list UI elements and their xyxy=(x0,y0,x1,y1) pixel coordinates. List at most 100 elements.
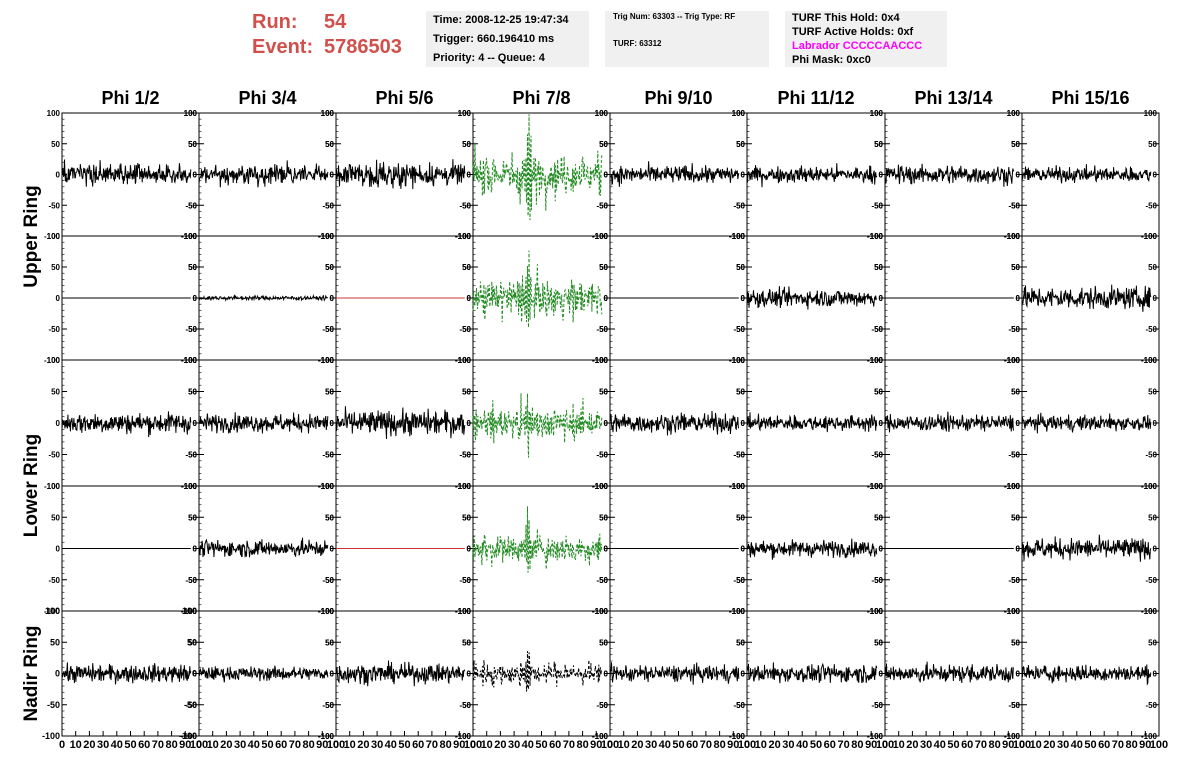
x-tick-label: 20 xyxy=(494,739,506,751)
y-tick-label: 0 xyxy=(879,545,884,554)
x-tick-label: 30 xyxy=(234,739,246,751)
ring-label: Upper Ring xyxy=(21,185,42,287)
y-tick-label: -50 xyxy=(733,576,745,585)
y-tick-label: 50 xyxy=(599,638,608,647)
x-tick-label: 100 xyxy=(327,739,345,751)
y-tick-label: -50 xyxy=(1008,325,1020,334)
waveform-trace xyxy=(472,651,603,692)
run-label: Run: xyxy=(252,11,298,33)
y-tick-label: 50 xyxy=(188,140,197,149)
waveform-trace xyxy=(884,661,1015,684)
event-label: Event: xyxy=(252,36,314,58)
y-tick-label: 0 xyxy=(1016,171,1021,180)
y-tick-label: 50 xyxy=(874,388,883,397)
y-tick-label: 100 xyxy=(184,232,198,241)
y-tick-label: 100 xyxy=(732,232,746,241)
y-tick-label: -50 xyxy=(322,576,334,585)
x-tick-label: 100 xyxy=(738,739,756,751)
y-tick-label: 100 xyxy=(184,482,198,491)
y-tick-label: 0 xyxy=(1016,294,1021,303)
y-tick-label: -100 xyxy=(867,732,884,741)
waveform-trace xyxy=(472,114,603,221)
y-tick-label: 100 xyxy=(870,232,884,241)
y-tick-label: 50 xyxy=(325,263,334,272)
y-tick-label: 100 xyxy=(1144,109,1158,118)
y-tick-label: 50 xyxy=(462,263,471,272)
y-tick-label: 50 xyxy=(599,140,608,149)
x-tick-label: 60 xyxy=(138,739,150,751)
y-tick-label: -50 xyxy=(322,325,334,334)
x-tick-label: 30 xyxy=(371,739,383,751)
waveform-trace xyxy=(747,412,878,433)
y-tick-label: 100 xyxy=(45,606,60,616)
ring-label: Nadir Ring xyxy=(21,625,42,721)
x-tick-label: 80 xyxy=(1125,739,1137,751)
y-tick-label: -50 xyxy=(48,451,60,460)
y-tick-label: -50 xyxy=(733,576,745,585)
y-tick-label: 50 xyxy=(462,638,471,647)
y-tick-label: -50 xyxy=(733,201,745,210)
y-tick-label: 100 xyxy=(732,356,746,365)
y-tick-label: -50 xyxy=(322,576,334,585)
y-tick-label: 100 xyxy=(1007,356,1021,365)
y-tick-label: -50 xyxy=(459,325,471,334)
y-tick-label: 50 xyxy=(1011,638,1020,647)
waveform-trace xyxy=(198,412,329,434)
y-tick-label: -100 xyxy=(44,356,61,365)
y-tick-label: 0 xyxy=(1153,670,1158,679)
x-tick-label: 60 xyxy=(549,739,561,751)
y-tick-label: -50 xyxy=(871,201,883,210)
x-tick-label: 0 xyxy=(470,739,476,751)
waveform-trace xyxy=(198,160,329,188)
y-tick-label: 100 xyxy=(458,482,472,491)
x-tick-label: 100 xyxy=(1013,739,1031,751)
y-tick-label: 100 xyxy=(458,109,472,118)
y-tick-label: 100 xyxy=(1007,232,1021,241)
y-tick-label: 0 xyxy=(330,545,335,554)
y-tick-label: 0 xyxy=(604,670,609,679)
waveform-trace xyxy=(884,163,1015,187)
y-tick-label: 0 xyxy=(193,294,198,303)
x-tick-label: 50 xyxy=(947,739,959,751)
y-tick-label: 100 xyxy=(1007,109,1021,118)
y-tick-label: 50 xyxy=(599,263,608,272)
y-tick-label: 100 xyxy=(595,482,609,491)
waveform-trace xyxy=(198,537,329,558)
y-tick-label: 100 xyxy=(321,356,335,365)
column-title: Phi 11/12 xyxy=(777,88,854,108)
y-tick-label: 0 xyxy=(604,171,609,180)
y-tick-label: 50 xyxy=(736,263,745,272)
y-tick-label: -50 xyxy=(48,201,60,210)
y-tick-label: -50 xyxy=(459,201,471,210)
x-tick-label: 80 xyxy=(713,739,725,751)
y-tick-label: 100 xyxy=(1144,607,1158,616)
waveform-trace xyxy=(472,393,603,458)
y-tick-label: 50 xyxy=(462,513,471,522)
column-title: Phi 3/4 xyxy=(238,88,296,108)
waveform-trace xyxy=(61,411,192,438)
waveform-trace xyxy=(746,163,878,188)
y-tick-label: -50 xyxy=(1008,201,1020,210)
y-tick-label: 50 xyxy=(462,140,471,149)
y-tick-label: 50 xyxy=(599,513,608,522)
y-tick-label: -50 xyxy=(459,451,471,460)
y-tick-label: 50 xyxy=(188,263,197,272)
x-tick-label: 0 xyxy=(882,739,888,751)
y-tick-label: 50 xyxy=(188,513,197,522)
y-tick-label: 100 xyxy=(870,607,884,616)
y-tick-label: 0 xyxy=(193,545,198,554)
y-tick-label: -50 xyxy=(459,701,471,710)
x-tick-label: 30 xyxy=(1057,739,1069,751)
y-tick-label: 0 xyxy=(879,294,884,303)
y-tick-label: -50 xyxy=(871,701,883,710)
y-tick-label: -50 xyxy=(459,576,471,585)
y-tick-label: 0 xyxy=(604,294,609,303)
y-tick-label: -100 xyxy=(44,232,61,241)
y-tick-label: 0 xyxy=(1016,419,1021,428)
y-tick-label: -50 xyxy=(47,700,60,710)
y-tick-label: 50 xyxy=(188,513,197,522)
x-tick-label: 90 xyxy=(727,739,739,751)
y-tick-label: 0 xyxy=(467,670,472,679)
y-tick-label: 100 xyxy=(732,607,746,616)
x-tick-label: 10 xyxy=(344,739,356,751)
